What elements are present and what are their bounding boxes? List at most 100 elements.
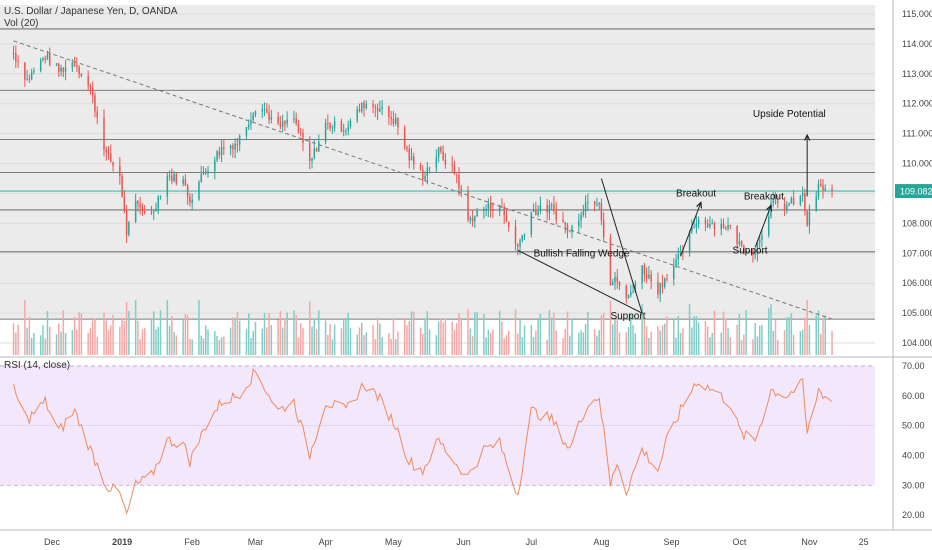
candle: [281, 121, 284, 127]
candle: [103, 117, 105, 150]
candle: [422, 169, 424, 180]
volume-bar: [455, 322, 458, 355]
volume-bar: [616, 317, 618, 355]
volume-bar: [713, 310, 716, 355]
volume-bar: [593, 329, 596, 355]
volume-bar: [611, 324, 614, 355]
volume-bar: [200, 335, 202, 355]
candle: [546, 205, 548, 213]
volume-bar: [293, 310, 295, 355]
candle: [713, 223, 716, 229]
volume-bar: [216, 335, 218, 355]
volume-bar: [569, 335, 571, 355]
candle: [121, 176, 123, 197]
volume-bar: [315, 328, 318, 355]
candle: [403, 127, 406, 148]
volume-bar: [87, 332, 89, 355]
annotation-support-1: Support: [610, 311, 645, 322]
candle: [596, 204, 598, 206]
volume-bar: [281, 327, 284, 355]
candle: [105, 149, 108, 153]
breakout-arrow-1-head: [696, 201, 703, 209]
candle: [487, 203, 490, 209]
candle: [410, 156, 413, 161]
candle: [173, 173, 175, 182]
candle: [236, 143, 239, 145]
volume-bar: [186, 315, 189, 355]
volume-bar: [238, 320, 241, 355]
volume-bar: [182, 319, 184, 355]
volume-bar: [661, 325, 664, 355]
candle: [26, 78, 28, 80]
volume-bar: [361, 322, 363, 355]
candle: [630, 292, 632, 296]
volume-bar: [340, 328, 343, 355]
candle: [279, 123, 282, 127]
volume-bar: [815, 315, 817, 355]
candle: [819, 184, 822, 186]
candle: [254, 111, 257, 115]
volume-bar: [157, 326, 160, 355]
volume-bar: [467, 309, 469, 355]
candle: [345, 130, 347, 132]
candle: [756, 242, 759, 254]
candle: [627, 295, 630, 299]
volume-bar: [774, 320, 777, 355]
volume-bar: [137, 320, 139, 355]
volume-bar: [772, 330, 775, 355]
candle: [204, 171, 207, 174]
volume-bar: [166, 300, 169, 355]
volume-bar: [582, 332, 585, 355]
volume-bar: [682, 328, 684, 355]
volume-bar: [345, 317, 347, 355]
volume-bar: [220, 337, 223, 355]
volume-bar: [342, 320, 345, 355]
candle: [645, 274, 648, 279]
volume-bar: [711, 332, 713, 355]
volume-bar: [134, 300, 137, 355]
candle: [831, 188, 833, 191]
volume-bar: [331, 339, 334, 355]
volume-bar: [204, 325, 207, 355]
volume-bar: [650, 331, 652, 355]
candle: [333, 121, 336, 128]
annotation-breakout-1: Breakout: [676, 188, 716, 199]
candle: [691, 226, 693, 232]
volume-bar: [471, 335, 474, 355]
candle: [33, 70, 35, 73]
volume-bar: [107, 330, 110, 355]
candle: [379, 109, 381, 112]
volume-bar: [634, 333, 637, 355]
volume-bar: [483, 314, 485, 355]
volume-bar: [410, 311, 413, 355]
candle: [71, 62, 74, 68]
volume-bar: [218, 339, 221, 355]
candle: [503, 207, 505, 216]
candle: [327, 122, 329, 124]
rsi-label: RSI (14, close): [4, 360, 70, 371]
candle: [119, 165, 121, 177]
wedge-lower-line: [517, 249, 643, 314]
candle: [598, 203, 600, 205]
volume-bar: [388, 333, 390, 355]
volume-bar: [485, 337, 487, 355]
volume-bar: [530, 324, 533, 355]
candle: [207, 171, 209, 173]
candle: [17, 61, 19, 63]
candle: [761, 235, 763, 241]
volume-bar: [487, 329, 490, 355]
volume-bar: [790, 313, 793, 355]
candle: [428, 167, 431, 169]
candle: [331, 127, 334, 129]
candle: [442, 151, 444, 160]
candle: [286, 119, 288, 124]
candle: [168, 175, 171, 177]
candle: [602, 220, 605, 238]
candle: [358, 109, 361, 112]
candle: [302, 132, 304, 143]
price-tick-label: 113.000: [902, 69, 932, 79]
volume-bar: [313, 318, 316, 355]
volume-bar: [693, 316, 695, 355]
candle: [460, 188, 462, 191]
candle: [453, 164, 456, 175]
